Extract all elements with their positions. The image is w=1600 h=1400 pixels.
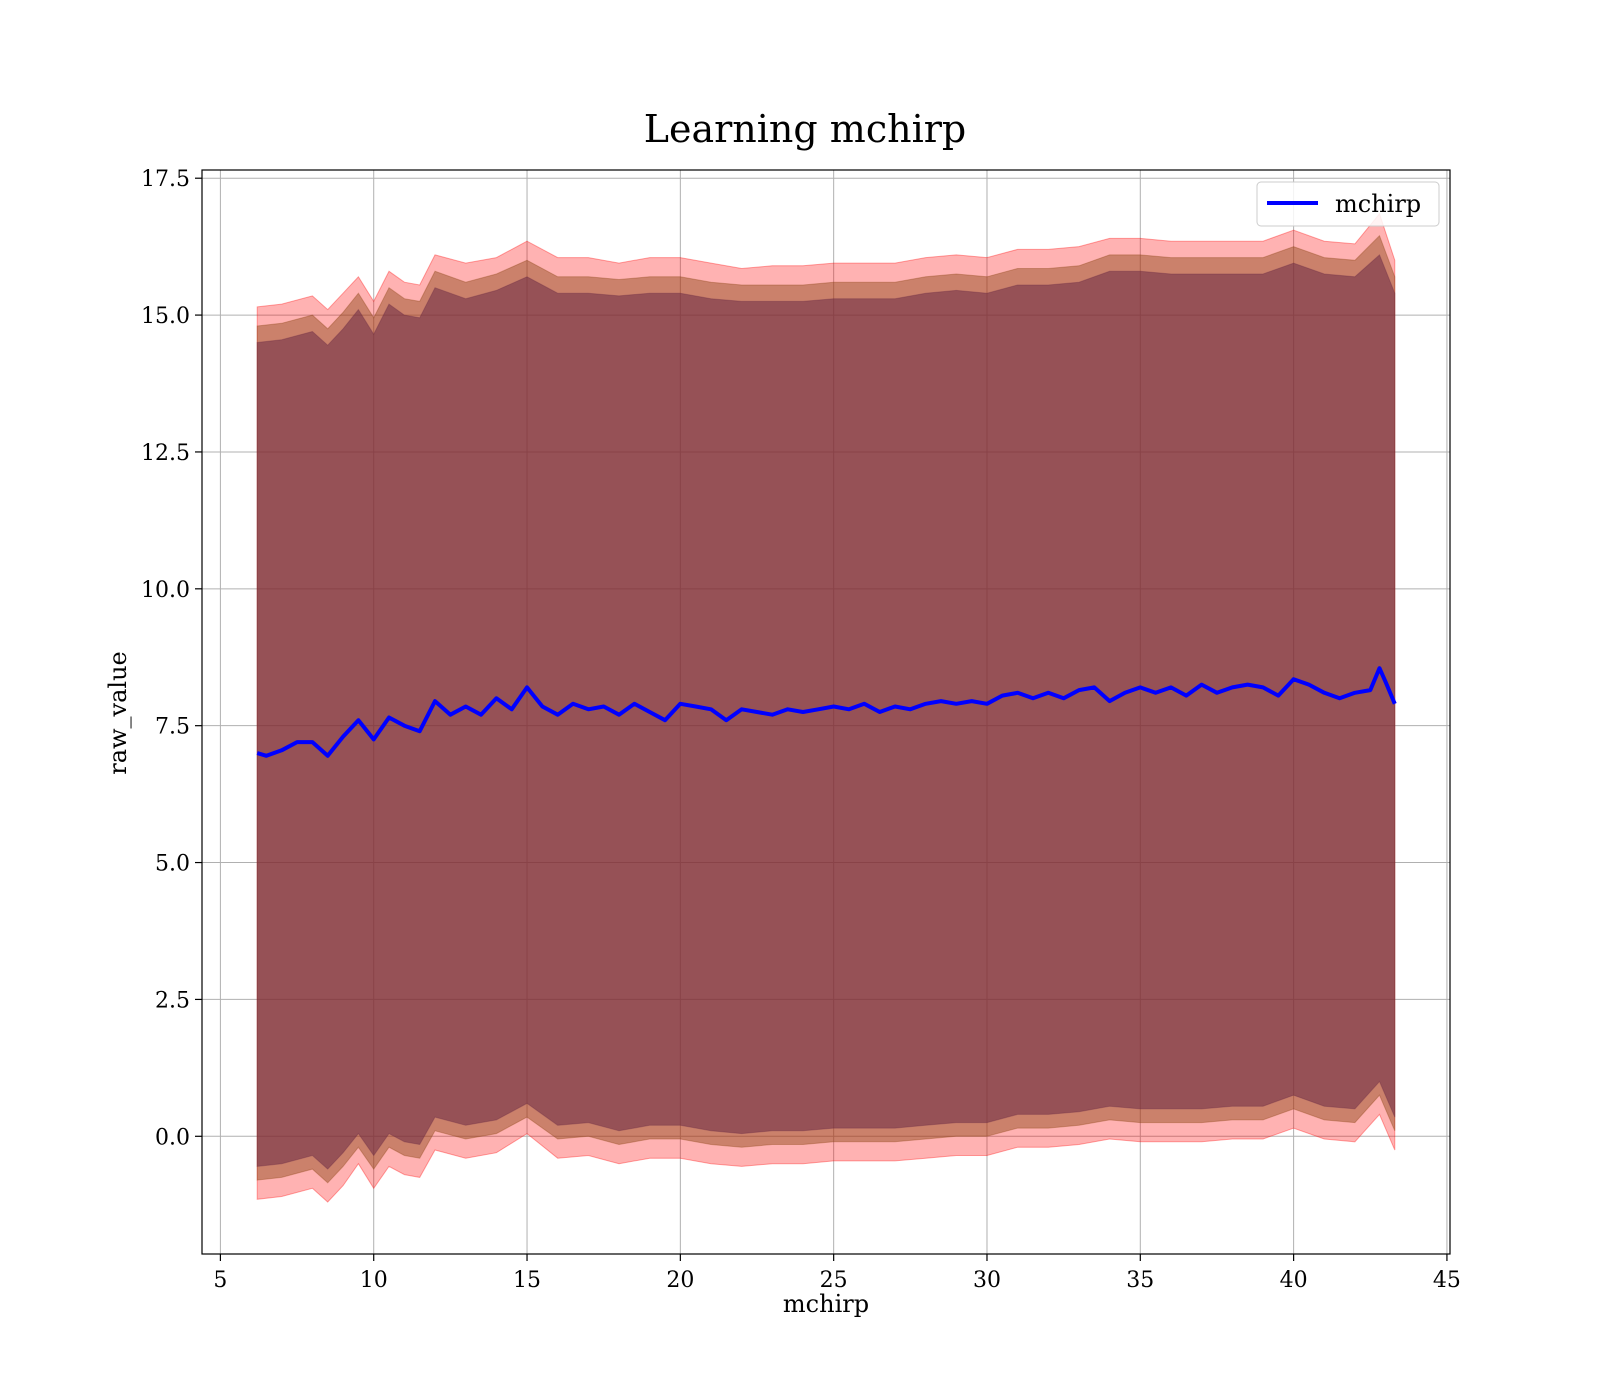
x-tick-label: 25: [820, 1268, 848, 1293]
x-tick-label: 10: [360, 1268, 388, 1293]
y-tick-label: 12.5: [141, 441, 190, 466]
y-tick-label: 15.0: [141, 304, 190, 329]
confidence-bands: [256, 212, 1396, 1203]
legend-box: [1256, 181, 1440, 227]
series-lines: [256, 666, 1397, 758]
x-tick-label: 40: [1280, 1268, 1308, 1293]
x-tick-label: 20: [666, 1268, 694, 1293]
x-tick-label: 5: [213, 1268, 227, 1293]
series-line-1: [256, 666, 1397, 758]
x-tick-label: 30: [973, 1268, 1001, 1293]
x-tick-label: 45: [1433, 1268, 1461, 1293]
y-tick-label: 17.5: [141, 167, 190, 192]
chart-title: Learning mchirp: [644, 107, 966, 151]
x-tick-label: 15: [513, 1268, 541, 1293]
legend: mchirp: [1256, 181, 1440, 227]
x-axis-ticks: 5 10 15 20 25 30 35 40 45: [213, 1254, 1461, 1293]
legend-label: mchirp: [1335, 190, 1421, 218]
plot-frame: [201, 169, 1451, 1255]
confidence-band-3: [256, 254, 1396, 1170]
y-axis-label: raw_value: [104, 651, 132, 775]
x-axis-label: mchirp: [783, 1290, 869, 1318]
y-tick-label: 7.5: [155, 715, 190, 740]
x-tick-label: 35: [1126, 1268, 1154, 1293]
y-tick-label: 5.0: [155, 852, 190, 877]
y-axis-ticks: 0.0 2.5 5.0 7.5 10.0 12.5 15.0 17.5: [141, 167, 202, 1150]
y-tick-label: 10.0: [141, 578, 190, 603]
y-tick-label: 0.0: [155, 1125, 190, 1150]
y-tick-label: 2.5: [155, 988, 190, 1013]
